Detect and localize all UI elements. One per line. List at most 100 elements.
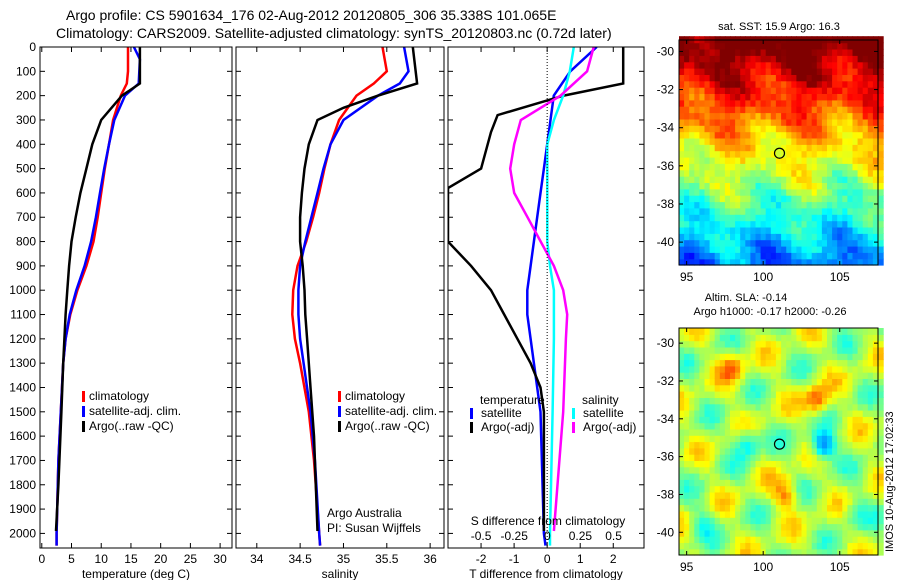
map-cell: [740, 176, 746, 183]
map-cell: [730, 372, 736, 379]
map-cell: [770, 99, 777, 107]
map-cell: [852, 55, 859, 63]
map-cell: [791, 214, 797, 222]
map-cell: [878, 485, 884, 493]
map-cell: [816, 118, 823, 126]
map-cell: [832, 226, 838, 234]
map-cell: [775, 410, 782, 417]
map-cell: [765, 403, 772, 411]
lat-tick-label: -38: [657, 197, 675, 211]
map-cell: [806, 176, 813, 183]
map-cell: [724, 466, 731, 474]
map-cell: [755, 55, 762, 63]
map-cell: [791, 106, 797, 114]
map-cell: [847, 188, 854, 196]
map-cell: [816, 485, 823, 493]
map-cell: [791, 55, 797, 63]
map-cell: [719, 188, 726, 196]
map-cell: [735, 542, 741, 550]
sla-map-title-line-1: Altim. SLA: -0.14: [705, 292, 788, 304]
map-cell: [724, 106, 731, 114]
map-cell: [719, 498, 726, 506]
map-cell: [755, 106, 762, 114]
map-cell: [791, 334, 797, 342]
map-cell: [760, 112, 767, 120]
map-cell: [862, 353, 869, 361]
map-cell: [694, 391, 700, 398]
map-cell: [786, 80, 792, 88]
map-cell: [796, 473, 803, 480]
map-cell: [781, 93, 787, 101]
map-cell: [867, 416, 874, 424]
map-cell: [811, 441, 818, 449]
map-cell: [770, 176, 777, 183]
map-cell: [816, 410, 823, 417]
map-cell: [842, 391, 848, 398]
plot-frame: [447, 46, 645, 549]
lat-tick-label: -40: [657, 525, 675, 539]
map-cell: [724, 207, 731, 215]
map-cell: [699, 523, 706, 531]
map-cell: [684, 542, 690, 550]
map-cell: [852, 403, 859, 411]
map-cell: [770, 137, 777, 145]
map-cell: [679, 118, 685, 126]
map-cell: [781, 188, 787, 196]
legend-label: climatology: [345, 389, 405, 403]
map-cell: [730, 384, 736, 392]
map-cell: [862, 106, 869, 114]
map-cell: [760, 466, 767, 474]
map-cell: [857, 498, 864, 506]
map-cell: [781, 131, 787, 139]
map-cell: [796, 106, 803, 114]
map-cell: [755, 353, 762, 361]
map-cell: [745, 245, 751, 253]
map-cell: [816, 510, 823, 518]
map-cell: [770, 214, 777, 222]
lat-tick-label: -30: [657, 336, 675, 350]
map-cell: [775, 239, 782, 247]
map-cell: [842, 42, 848, 50]
map-cell: [694, 510, 700, 518]
map-cell: [765, 169, 772, 177]
map-cell: [730, 548, 736, 556]
map-cell: [811, 125, 818, 133]
map-cell: [770, 245, 777, 253]
map-cell: [699, 226, 706, 234]
map-cell: [847, 517, 854, 525]
map-cell: [770, 485, 777, 493]
map-cell: [689, 435, 695, 443]
map-cell: [745, 48, 751, 56]
map-cell: [719, 125, 726, 133]
map-cell: [699, 207, 706, 215]
map-cell: [684, 99, 690, 107]
map-cell: [684, 182, 690, 190]
map-cell: [770, 353, 777, 361]
map-cell: [791, 137, 797, 145]
map-cell: [765, 353, 772, 361]
map-cell: [704, 403, 711, 411]
map-cell: [796, 258, 803, 266]
map-cell: [724, 74, 731, 82]
map-cell: [745, 233, 751, 241]
map-cell: [775, 163, 782, 171]
map-cell: [724, 473, 731, 480]
map-cell: [811, 504, 818, 512]
map-cell: [740, 48, 746, 56]
map-cell: [724, 441, 731, 449]
map-cell: [694, 245, 700, 253]
map-cell: [740, 391, 746, 398]
map-cell: [796, 536, 803, 543]
map-cell: [857, 485, 864, 493]
map-cell: [842, 416, 848, 424]
map-cell: [811, 397, 818, 405]
map-cell: [781, 491, 787, 499]
map-cell: [872, 416, 879, 424]
map-cell: [862, 245, 869, 253]
map-cell: [821, 498, 828, 506]
map-cell: [842, 188, 848, 196]
map-cell: [786, 353, 792, 361]
map-cell: [862, 182, 869, 190]
map-cell: [852, 195, 859, 203]
map-cell: [821, 61, 828, 69]
